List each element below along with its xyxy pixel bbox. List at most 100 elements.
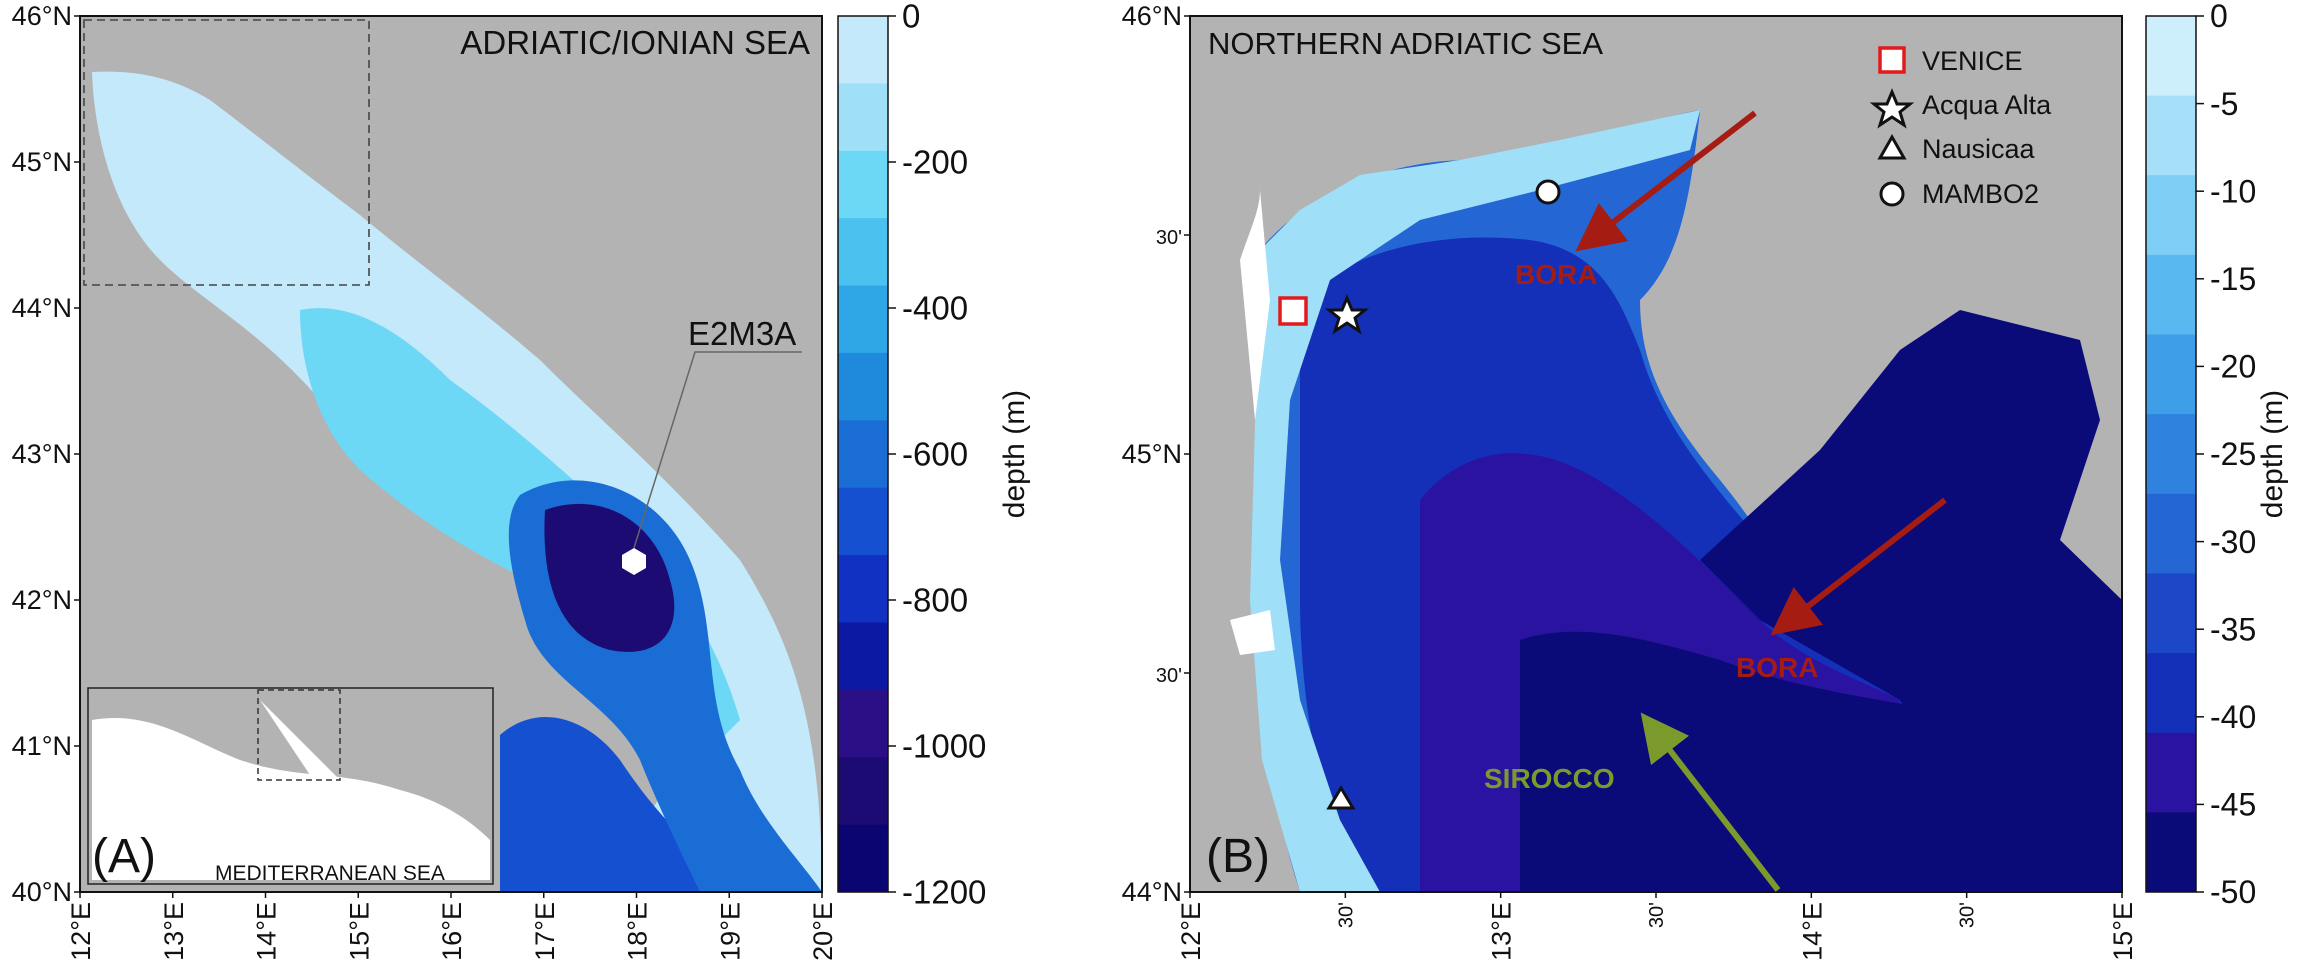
panel-b-lat-label: 45°N (1122, 439, 1182, 469)
colorbar-b-tick-label: -15 (2210, 261, 2256, 297)
colorbar-a-title: depth (m) (998, 390, 1031, 518)
panel-a-lat-label: 41°N (12, 731, 72, 761)
panel-a-lat-label: 40°N (12, 877, 72, 907)
sirocco-label: SIROCCO (1484, 763, 1615, 794)
legend-triangle-icon (1877, 133, 1907, 160)
panel-a-lon-label: 16°E (437, 902, 467, 961)
legend-circle-icon (1879, 181, 1905, 207)
panel-a-title: ADRIATIC/IONIAN SEA (460, 24, 810, 61)
panel-a-lon-label: 20°E (808, 902, 838, 961)
colorbar-a-tick-label: 0 (902, 0, 920, 35)
inset-label: MEDITERRANEAN SEA (215, 862, 445, 885)
colorbar-b-swatch (2146, 95, 2196, 176)
panel-b-lat-label: 44°N (1122, 877, 1182, 907)
colorbar-b-swatch (2146, 573, 2196, 654)
colorbar-b-swatch (2146, 493, 2196, 574)
colorbar-a-swatch (838, 352, 888, 421)
colorbar-b-tick-label: -50 (2210, 874, 2256, 910)
bora-arrow-1 (1575, 110, 1757, 252)
colorbar-a-swatch (838, 420, 888, 489)
panel-a (79, 15, 823, 893)
colorbar-b-tick-label: -10 (2210, 173, 2256, 209)
legend-star-icon (1869, 88, 1915, 129)
colorbar-a-swatch (838, 757, 888, 826)
legend-acqua-alta-label: Acqua Alta (1922, 90, 2052, 120)
colorbar-b-tick-label: -25 (2210, 436, 2256, 472)
colorbar-a-tick-label: -600 (902, 436, 968, 473)
colorbar-b-swatch (2146, 414, 2196, 495)
panel-b-lon-label: 15°E (2108, 902, 2138, 961)
panel-b-sea (1230, 110, 2122, 892)
sirocco-arrow (1640, 712, 1781, 892)
panel-a-colorbar: 0 -200 -400 -600 -800 -1000 -1200 depth (m) (837, 0, 1031, 911)
colorbar-b-tick-label: -30 (2210, 524, 2256, 560)
mambo2-marker (1535, 179, 1561, 205)
e2m3a-label: E2M3A (688, 315, 796, 352)
colorbar-a-tick-label: -1200 (902, 874, 986, 911)
colorbar-b-swatch (2146, 254, 2196, 336)
panel-a-lat-label: 46°N (12, 1, 72, 31)
panel-b-label: (B) (1206, 830, 1270, 883)
legend-nausicaa-label: Nausicaa (1922, 134, 2036, 164)
panel-b-lon-label: 30' (1646, 902, 1668, 928)
panel-a-lon-label: 13°E (159, 902, 189, 961)
colorbar-a-tick-label: -1000 (902, 728, 986, 765)
panel-b-axes: 46°N 30' 45°N 30' 44°N12°E 30' 13°E 30' 14°E 30' 1… (1122, 1, 2138, 961)
colorbar-b-swatch (2146, 653, 2196, 734)
panel-b-lat-label: 30' (1156, 227, 1182, 249)
e2m3a-leader (633, 351, 802, 549)
panel-b-lon-label: 30' (1335, 902, 1357, 928)
venice-marker (1278, 296, 1308, 326)
colorbar-b-tick-label: -35 (2210, 611, 2256, 647)
panel-a-lon-label: 17°E (530, 902, 560, 961)
legend-venice-label: VENICE (1922, 46, 2023, 76)
e2m3a-marker (622, 548, 646, 575)
panel-a-lat-label: 44°N (12, 293, 72, 323)
colorbar-a-swatch (838, 285, 888, 354)
bora-label-2: BORA (1736, 652, 1818, 683)
panel-a-label: (A) (92, 830, 156, 883)
colorbar-a-swatch (838, 16, 888, 84)
panel-a-lon-label: 15°E (344, 902, 374, 961)
legend-venice-icon (1878, 46, 1906, 74)
panel-b-lat-label: 30' (1156, 665, 1182, 687)
nausicaa-marker (1326, 785, 1356, 810)
colorbar-a-tick-label: -200 (902, 144, 968, 181)
colorbar-b-tick-label: -45 (2210, 787, 2256, 823)
panel-b-lon-label: 30' (1957, 902, 1979, 928)
panel-b-lon-label: 14°E (1797, 902, 1827, 961)
colorbar-b-swatch (2146, 334, 2196, 415)
bora-label-1: BORA (1515, 259, 1597, 290)
colorbar-b-tick-label: -5 (2210, 86, 2238, 122)
panel-a-lon-label: 19°E (715, 902, 745, 961)
colorbar-b-title: depth (m) (2256, 390, 2289, 518)
panel-b-title: NORTHERN ADRIATIC SEA (1208, 26, 1603, 61)
panel-a-lat-label: 42°N (12, 585, 72, 615)
panel-b-lon-label: 12°E (1176, 902, 1206, 961)
panel-a-sea (87, 71, 822, 892)
bora-arrow-2 (1770, 497, 1947, 636)
panel-b: BORA BORA SIROCCO VENICE Acqua Alta Naus… (1189, 15, 2123, 893)
colorbar-a-swatch (838, 487, 888, 556)
colorbar-b-swatch (2146, 16, 2196, 97)
panel-b-colorbar: 0 -5 -10 -15 -20 -25 -30 -35 -40 -45 -50 depth (m) (2145, 0, 2289, 910)
colorbar-b-swatch (2146, 812, 2196, 893)
colorbar-a-swatch (838, 689, 888, 758)
panel-a-lat-label: 45°N (12, 147, 72, 177)
panel-a-axes: 46°N 45°N 44°N 43°N 42°N 41°N 40°N12°E 13°E 14°E… (12, 1, 838, 961)
acqua-alta-marker (1324, 294, 1370, 335)
colorbar-b-swatch (2146, 175, 2196, 256)
colorbar-b-swatch (2146, 732, 2196, 813)
colorbar-a-swatch (838, 622, 888, 691)
panel-b-lon-label: 13°E (1487, 902, 1517, 961)
colorbar-a-swatch (838, 218, 888, 287)
panel-a-lat-label: 43°N (12, 439, 72, 469)
legend: VENICE Acqua Alta Nausicaa MAMBO2 (1869, 46, 2052, 209)
colorbar-a-tick-label: -400 (902, 290, 968, 327)
colorbar-b-tick-label: 0 (2210, 0, 2228, 34)
zoom-box (83, 19, 370, 286)
colorbar-a-swatch (838, 824, 888, 893)
panel-a-lon-label: 14°E (252, 902, 282, 961)
panel-b-lat-label: 46°N (1122, 1, 1182, 31)
